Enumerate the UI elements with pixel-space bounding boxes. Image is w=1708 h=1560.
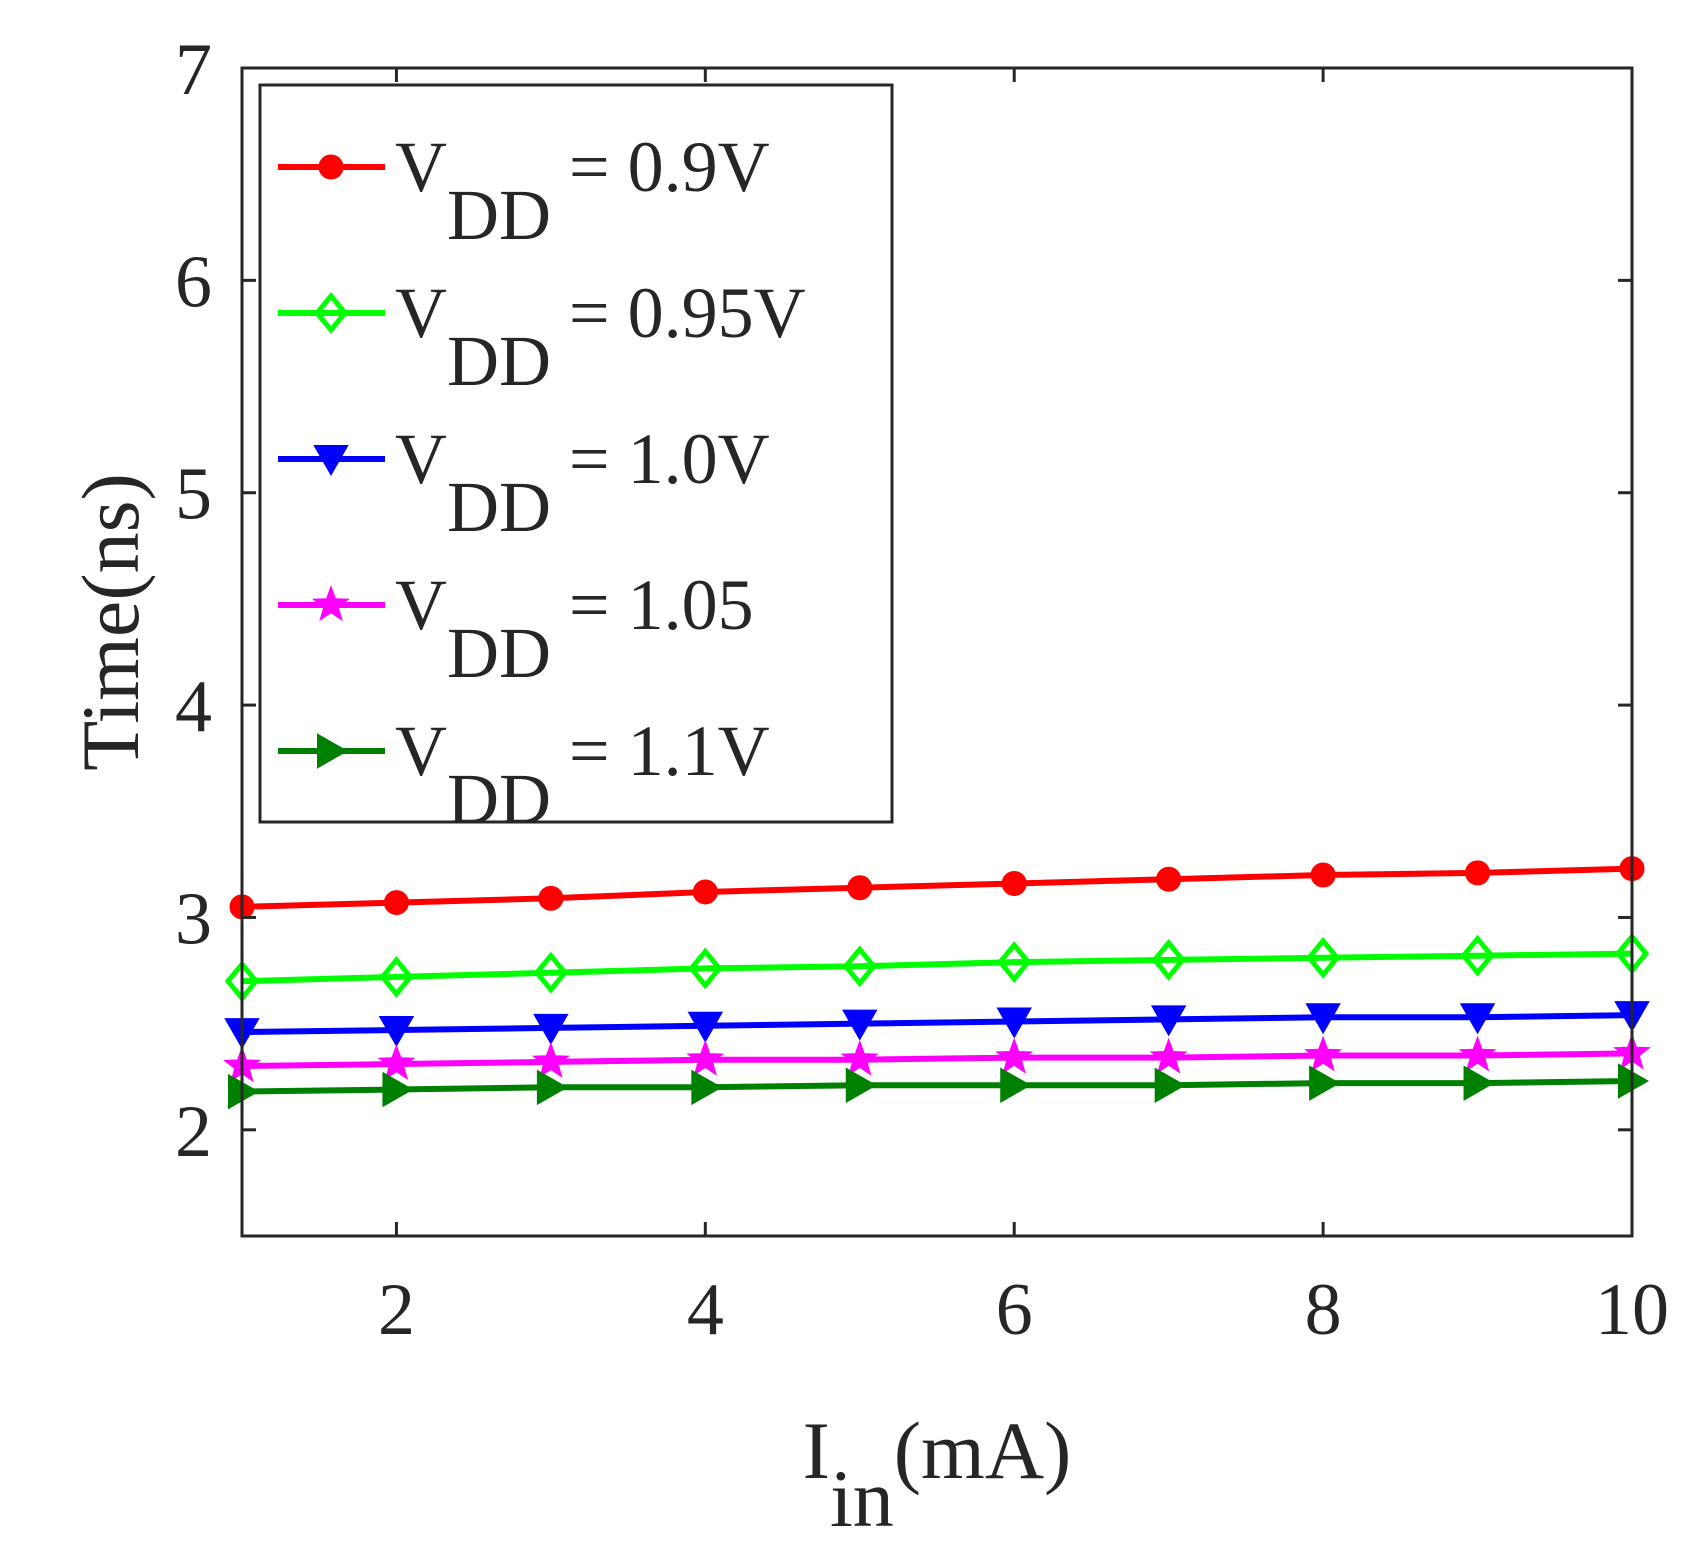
legend-entry-3: VDD = 1.0V	[278, 419, 770, 547]
legend: VDD = 0.9V VDD = 0.95V VDD = 1.0V VDD = 1.0…	[258, 83, 894, 839]
series-2-point-9	[1460, 934, 1495, 977]
series-1-point-9	[1465, 860, 1491, 886]
legend-label-4: VDD = 1.05	[395, 565, 754, 693]
series-2-point-3-outline	[533, 951, 569, 994]
legend-marker-2-outline	[313, 292, 349, 334]
series-3-line	[241, 1012, 1633, 1036]
series-1	[229, 856, 1645, 920]
legend-marker-4	[312, 585, 350, 622]
legend-label-1: VDD = 0.9V	[395, 127, 770, 255]
series-2-point-7-outline	[1151, 938, 1186, 981]
series-3-point-3	[533, 1013, 569, 1045]
x-tick-label-8: 8	[1305, 1269, 1342, 1351]
legend-marker-5	[317, 733, 349, 769]
series-4-line	[241, 1050, 1633, 1070]
series-2-point-9-outline	[1460, 934, 1495, 977]
series-2-point-5-outline	[842, 945, 878, 988]
series-4-point-5	[840, 1039, 879, 1076]
y-tick-label-2: 2	[175, 1091, 212, 1173]
legend-marker-2	[313, 292, 349, 334]
y-tick-label-4: 4	[175, 666, 212, 748]
series-2-point-2	[379, 955, 414, 998]
series-2-line	[241, 950, 1633, 985]
y-tick-label-6: 6	[175, 241, 212, 323]
series-5-point-6	[1000, 1067, 1032, 1103]
series-5-point-2	[382, 1071, 414, 1108]
series-5-line	[241, 1078, 1633, 1095]
legend-marker-3	[313, 445, 349, 477]
series-4-point-9	[1458, 1035, 1497, 1072]
series-2-point-4	[688, 947, 723, 990]
series-2-point-7	[1151, 938, 1186, 981]
series-1-line	[241, 865, 1633, 910]
series-1-point-7	[1156, 866, 1182, 892]
series-3-point-4	[687, 1011, 724, 1043]
series-layer	[223, 856, 1651, 1110]
y-tick-label-7: 7	[175, 29, 212, 111]
axis-labels: Iin(mA) Time(ns)	[65, 473, 1071, 1544]
series-2-point-2-outline	[379, 955, 414, 998]
series-3-point-7	[1150, 1005, 1187, 1037]
series-1-point-5	[847, 875, 873, 901]
y-tick-label-5: 5	[175, 454, 212, 536]
legend-entry-1: VDD = 0.9V	[278, 127, 770, 255]
x-axis-label: Iin(mA)	[803, 1405, 1072, 1544]
series-3-point-8	[1305, 1003, 1341, 1035]
y-tick-label-3: 3	[175, 878, 212, 960]
series-4-point-4	[686, 1039, 725, 1076]
legend-entry-5: VDD = 1.1V	[278, 711, 770, 839]
series-4-point-7	[1149, 1037, 1188, 1074]
series-2-point-5	[842, 945, 878, 988]
legend-marker-1	[318, 154, 344, 180]
series-4-point-6	[995, 1037, 1034, 1074]
series-5-point-7	[1154, 1067, 1186, 1103]
series-2-point-6-outline	[996, 941, 1032, 983]
legend-label-3: VDD = 1.0V	[395, 419, 770, 547]
legend-entry-4: VDD = 1.05	[278, 565, 754, 693]
axes-layer: 2 4 6 8 10 2 3 4 5 6 7	[175, 29, 1669, 1351]
series-5-point-9	[1463, 1065, 1495, 1101]
series-4-point-3	[531, 1041, 570, 1078]
legend-label-2: VDD = 0.95V	[395, 273, 806, 401]
series-2-point-8-outline	[1305, 936, 1341, 979]
series-5	[228, 1063, 1650, 1110]
series-4-point-8	[1304, 1035, 1343, 1072]
legend-box	[258, 83, 894, 824]
series-3-point-6	[996, 1007, 1032, 1039]
series-5-point-3	[536, 1069, 568, 1106]
x-tick-label-4: 4	[687, 1269, 724, 1351]
series-5-point-4	[691, 1069, 723, 1106]
series-5-point-5	[845, 1067, 877, 1103]
series-1-point-8	[1310, 862, 1336, 888]
series-2-point-3	[533, 951, 569, 994]
series-1-point-2	[383, 890, 409, 916]
y-axis-label: Time(ns)	[65, 473, 156, 771]
legend-entry-2: VDD = 0.95V	[278, 273, 806, 401]
x-tick-label-10: 10	[1595, 1269, 1669, 1351]
series-4-point-2	[377, 1044, 416, 1081]
series-3-point-2	[378, 1016, 415, 1048]
series-1-point-4	[692, 879, 718, 905]
x-tick-label-2: 2	[378, 1269, 415, 1351]
series-5-point-8	[1309, 1065, 1341, 1101]
series-1-point-3	[538, 885, 564, 911]
series-1-point-6	[1001, 870, 1027, 896]
series-3-point-5	[842, 1009, 878, 1041]
series-2	[224, 932, 1650, 1003]
series-2-point-8	[1305, 936, 1341, 979]
series-2-point-6	[996, 941, 1032, 983]
series-3-point-9	[1459, 1003, 1496, 1035]
axes-frame	[240, 66, 1634, 1238]
legend-label-5: VDD = 1.1V	[395, 711, 770, 839]
series-2-point-4-outline	[688, 947, 723, 990]
x-tick-label-6: 6	[996, 1269, 1033, 1351]
